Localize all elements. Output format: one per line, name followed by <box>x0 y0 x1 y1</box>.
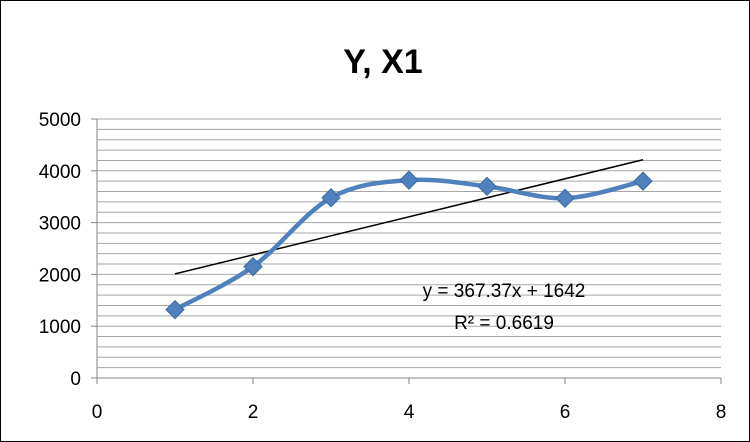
trendline-equation-label: y = 367.37x + 1642 <box>423 281 586 302</box>
data-point-marker <box>165 299 185 320</box>
chart-title: Y, X1 <box>343 43 422 81</box>
data-point-marker <box>321 188 341 208</box>
y-tick-label: 0 <box>70 369 81 390</box>
linear-trendline <box>174 159 644 275</box>
y-tick-label: 2000 <box>39 265 81 286</box>
axes <box>91 118 722 384</box>
x-tick-label: 6 <box>560 402 571 423</box>
data-point-marker <box>633 171 653 191</box>
y-axis-tick-labels: 0 1000 2000 3000 4000 5000 <box>39 110 81 390</box>
x-tick-label: 8 <box>716 402 727 423</box>
trendline <box>174 159 644 275</box>
data-point-marker <box>399 170 419 190</box>
trendline-r-squared-label: R² = 0.6619 <box>454 313 554 334</box>
x-tick-label: 4 <box>404 402 415 423</box>
data-markers <box>165 170 653 320</box>
y-tick-label: 4000 <box>39 162 81 183</box>
x-tick-label: 2 <box>248 402 259 423</box>
y-tick-label: 5000 <box>39 110 81 131</box>
data-point-marker <box>477 176 497 197</box>
x-axis-tick-labels: 0 2 4 6 8 <box>92 402 727 423</box>
y-tick-label: 1000 <box>39 317 81 338</box>
grid-lines <box>97 118 721 369</box>
data-point-marker <box>243 256 263 277</box>
data-point-marker <box>555 188 575 208</box>
x-tick-label: 0 <box>92 402 103 423</box>
y-tick-label: 3000 <box>39 214 81 235</box>
